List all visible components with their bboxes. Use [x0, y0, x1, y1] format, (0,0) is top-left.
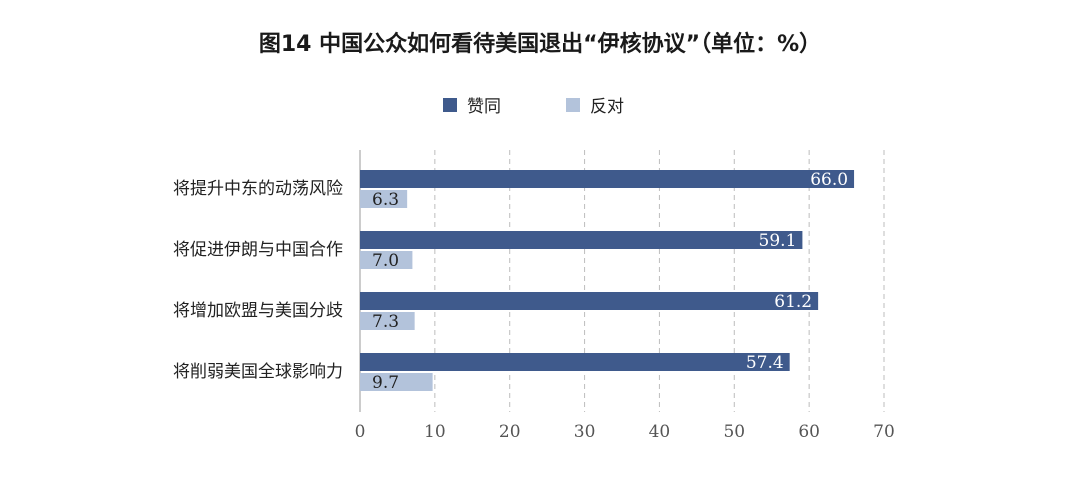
data-label-approve: 57.4 — [746, 353, 784, 373]
legend-swatch-oppose — [566, 97, 580, 112]
chart-title: 图14 中国公众如何看待美国退出“伊核协议”（单位：%） — [258, 32, 822, 57]
x-tick-label: 70 — [873, 422, 895, 442]
bar-oppose — [360, 190, 408, 208]
bar-approve — [360, 292, 819, 310]
x-tick-label: 50 — [723, 422, 745, 442]
category-label: 将促进伊朗与中国合作 — [173, 240, 343, 260]
bar-approve — [360, 353, 790, 371]
legend-label-approve: 赞同 — [467, 97, 501, 117]
bar-oppose — [360, 373, 433, 391]
data-label-oppose: 7.0 — [372, 251, 399, 271]
data-label-oppose: 9.7 — [372, 373, 399, 393]
x-tick-label: 40 — [649, 422, 671, 442]
bar-approve — [360, 170, 855, 188]
legend-item-oppose: 反对 — [566, 92, 624, 117]
data-label-oppose: 6.3 — [372, 190, 399, 210]
category-label: 将增加欧盟与美国分歧 — [173, 301, 343, 321]
x-tick-label: 0 — [355, 422, 366, 442]
legend-label-oppose: 反对 — [590, 97, 624, 117]
x-tick-label: 20 — [499, 422, 521, 442]
x-tick-label: 30 — [574, 422, 596, 442]
data-label-approve: 59.1 — [759, 231, 797, 251]
category-label: 将提升中东的动荡风险 — [173, 179, 343, 199]
x-tick-label: 60 — [798, 422, 820, 442]
category-label: 将削弱美国全球影响力 — [173, 362, 343, 382]
x-tick-label: 10 — [424, 422, 446, 442]
data-label-approve: 66.0 — [810, 170, 848, 190]
data-label-oppose: 7.3 — [372, 312, 399, 332]
data-label-approve: 61.2 — [774, 292, 812, 312]
bar-oppose — [360, 312, 415, 330]
legend-item-approve: 赞同 — [443, 92, 501, 117]
bar-oppose — [360, 251, 413, 269]
legend-swatch-approve — [443, 97, 457, 112]
bar-approve — [360, 231, 803, 249]
